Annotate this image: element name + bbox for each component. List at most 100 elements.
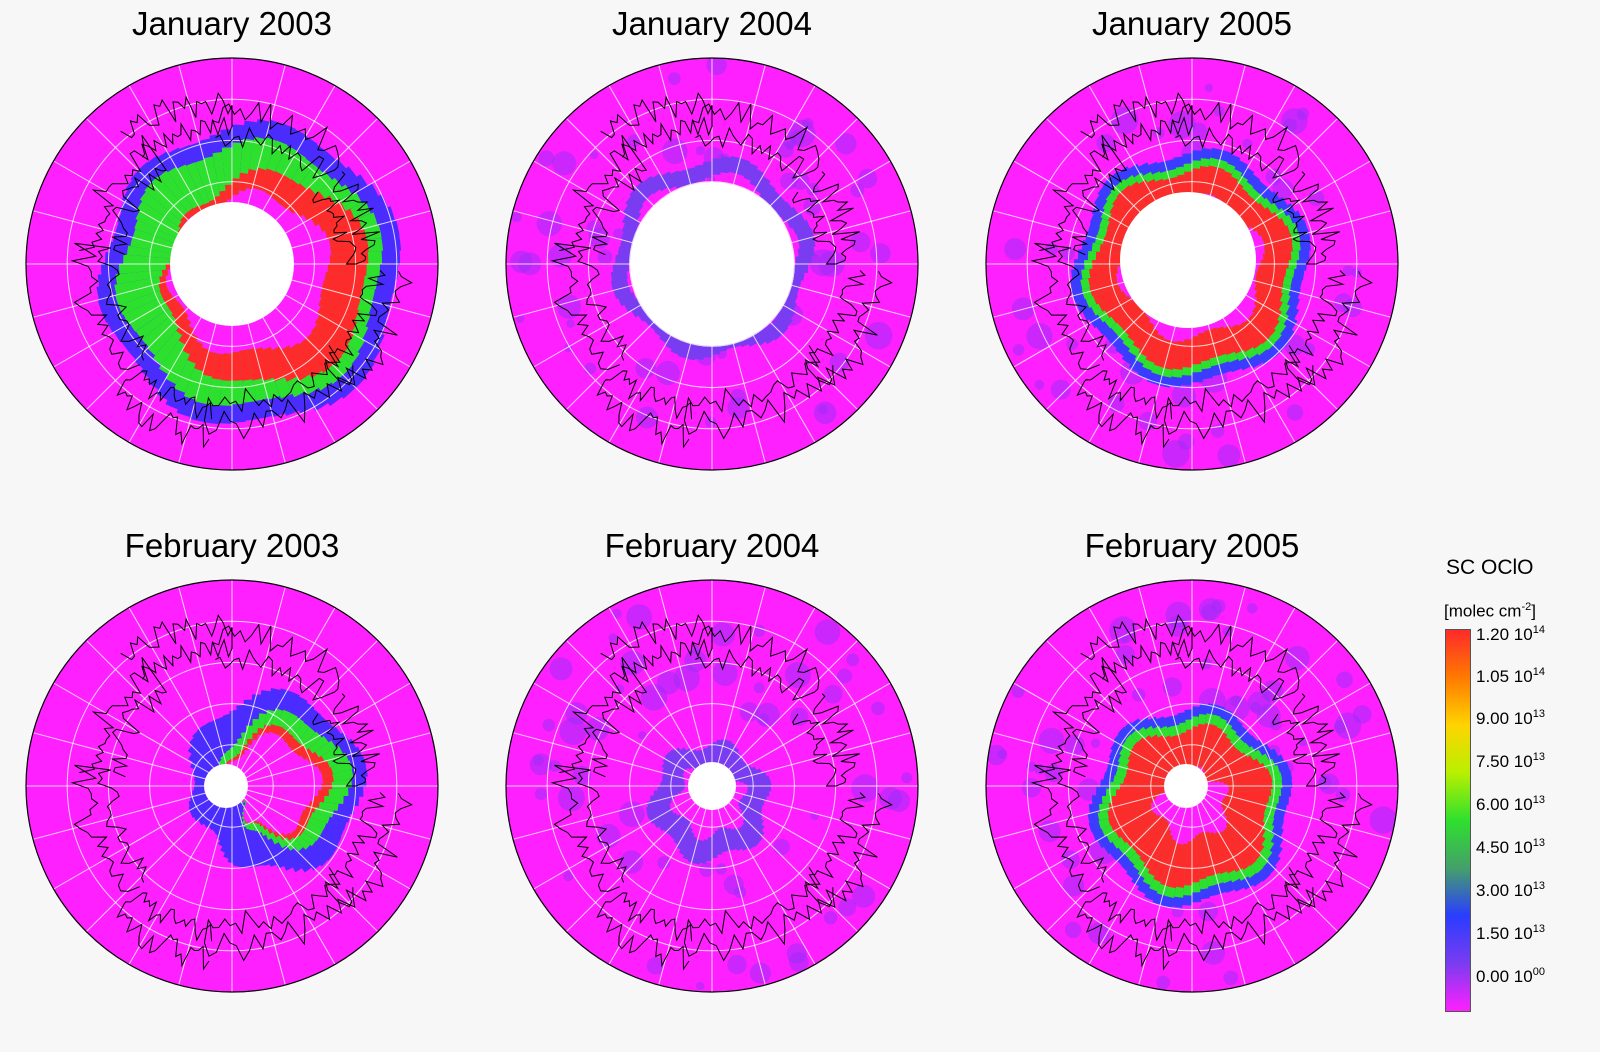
longitude-line [608, 263, 713, 443]
noise-patch [611, 608, 622, 619]
ocio-column-band [171, 305, 186, 320]
ocio-column-band [192, 730, 227, 768]
panel-title-feb-2003: February 2003 [124, 527, 340, 564]
longitude-line [711, 117, 859, 265]
longitude-line [711, 263, 816, 443]
longitude-line [1191, 682, 1371, 787]
noise-patch [1050, 379, 1071, 400]
longitude-line [565, 639, 713, 787]
noise-patch [1286, 404, 1304, 421]
ocio-column-band [165, 296, 178, 309]
ocio-column-band [739, 826, 760, 848]
ocio-column-band [1109, 204, 1138, 227]
coastline [600, 614, 713, 680]
ocio-column-band [1126, 759, 1168, 785]
ocio-column-band [123, 253, 176, 264]
ocio-column-band [657, 786, 682, 794]
ocio-column-band [273, 831, 280, 838]
ocio-column-band [714, 830, 723, 855]
ocio-column-band [254, 820, 257, 823]
longitude-line [1191, 607, 1296, 787]
ocio-column-band [283, 733, 295, 745]
ocio-column-band [1153, 338, 1171, 368]
longitude-line [1191, 210, 1392, 265]
coastline [804, 270, 893, 386]
colorbar-tick-label: 0.00 1000 [1476, 966, 1545, 986]
noise-patch [662, 138, 688, 165]
ocio-column-band [306, 751, 319, 764]
longitude-line [53, 682, 233, 787]
noise-patch [626, 604, 652, 630]
coastline [120, 614, 233, 680]
ocio-column-band [232, 178, 241, 195]
panel-title-jan-2003: January 2003 [132, 5, 332, 42]
noise-patch [753, 682, 765, 694]
noise-patch [838, 898, 857, 917]
ocio-column-band [221, 353, 232, 381]
ocio-column-band [1227, 789, 1272, 797]
ocio-column-band [765, 323, 783, 341]
ocio-column-band [661, 773, 686, 786]
ocio-column-band [743, 162, 759, 182]
ocio-column-band [302, 195, 336, 222]
coastline [1030, 764, 1107, 892]
noise-patch [1064, 921, 1082, 939]
noise-patch [788, 952, 809, 972]
ocio-column-band [1115, 812, 1158, 839]
noise-patch [715, 863, 727, 875]
ocio-column-band [313, 796, 325, 803]
ocio-column-band [319, 288, 361, 311]
ocio-column-band [1256, 218, 1286, 237]
coastline [1076, 370, 1173, 449]
longitude-line [231, 785, 336, 965]
coastline [1080, 92, 1193, 158]
longitude-line [565, 785, 713, 933]
ocio-column-band [667, 817, 689, 837]
ocio-column-band [610, 270, 628, 282]
ocio-column-band [193, 347, 210, 372]
ocio-column-band [635, 180, 654, 199]
noise-patch [618, 801, 645, 827]
noise-patch [1217, 444, 1241, 467]
longitude-line [1191, 85, 1296, 265]
noise-patch [1342, 265, 1354, 276]
ocio-column-band [178, 325, 195, 345]
ocio-column-band [197, 725, 229, 765]
ocio-column-band [318, 208, 355, 232]
ocio-column-band [167, 166, 203, 215]
noise-patch [1038, 727, 1065, 754]
ocio-column-band [662, 756, 685, 776]
longitude-line [711, 64, 766, 265]
ocio-column-band [1107, 803, 1152, 819]
ocio-column-band [311, 201, 346, 226]
ocio-column-band [1249, 312, 1276, 338]
ocio-column-band [1226, 768, 1271, 787]
noise-patch [699, 862, 715, 877]
ocio-column-band [758, 326, 775, 345]
longitude-line [231, 210, 432, 265]
ocio-column-band [203, 721, 233, 763]
noise-patch [1011, 684, 1025, 698]
noise-patch [1201, 658, 1213, 670]
ocio-column-band [114, 275, 167, 295]
ocio-column-band [678, 831, 695, 856]
ocio-column-band [1135, 821, 1170, 857]
coastline [683, 345, 836, 440]
ocio-column-band [1120, 814, 1161, 843]
coastline [203, 345, 356, 440]
longitude-line [128, 85, 233, 265]
ocio-column-band [1191, 336, 1202, 365]
ocio-column-band [227, 759, 233, 763]
longitude-line [231, 263, 432, 318]
ocio-column-band [670, 819, 691, 841]
coastline [1039, 135, 1128, 256]
ocio-column-band [1222, 829, 1257, 867]
ocio-column-band [1167, 843, 1184, 889]
noise-patch [1333, 720, 1348, 734]
longitude-line [231, 785, 379, 933]
ocio-column-band [262, 346, 285, 382]
ocio-column-band [186, 162, 214, 213]
ocio-column-band [318, 789, 329, 797]
noise-patch [784, 662, 811, 689]
noise-patch [814, 619, 841, 645]
